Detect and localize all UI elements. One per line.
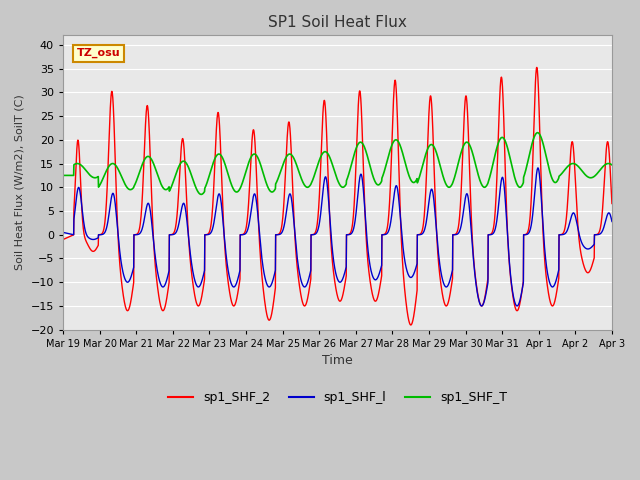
sp1_SHF_2	[403, 305, 411, 311]
sp1_SHF_2	[407, 322, 415, 328]
Legend: sp1_SHF_2, sp1_SHF_l, sp1_SHF_T: sp1_SHF_2, sp1_SHF_l, sp1_SHF_T	[163, 386, 512, 409]
sp1_SHF_2	[420, 218, 428, 224]
sp1_SHF_T	[341, 183, 349, 189]
Title: SP1 Soil Heat Flux: SP1 Soil Heat Flux	[268, 15, 407, 30]
sp1_SHF_l	[340, 271, 348, 276]
sp1_SHF_l	[524, 231, 532, 237]
sp1_SHF_T	[524, 159, 532, 165]
sp1_SHF_2	[92, 247, 99, 253]
sp1_SHF_2	[60, 237, 67, 242]
sp1_SHF_T	[608, 162, 616, 168]
Line: sp1_SHF_2: sp1_SHF_2	[63, 68, 612, 325]
sp1_SHF_l	[589, 242, 597, 248]
Line: sp1_SHF_T: sp1_SHF_T	[63, 132, 612, 194]
sp1_SHF_2	[524, 229, 532, 235]
sp1_SHF_T	[420, 158, 428, 164]
sp1_SHF_l	[60, 229, 67, 235]
Line: sp1_SHF_l: sp1_SHF_l	[63, 168, 612, 306]
sp1_SHF_T	[589, 174, 597, 180]
sp1_SHF_l	[420, 229, 428, 235]
sp1_SHF_T	[60, 172, 67, 178]
sp1_SHF_2	[533, 65, 541, 71]
sp1_SHF_T	[534, 130, 541, 135]
X-axis label: Time: Time	[322, 354, 353, 367]
sp1_SHF_l	[477, 303, 485, 309]
sp1_SHF_l	[403, 267, 411, 273]
sp1_SHF_T	[403, 167, 411, 172]
sp1_SHF_2	[608, 201, 616, 206]
sp1_SHF_l	[608, 218, 616, 224]
Y-axis label: Soil Heat Flux (W/m2), SoilT (C): Soil Heat Flux (W/m2), SoilT (C)	[15, 95, 25, 270]
sp1_SHF_2	[340, 284, 348, 289]
sp1_SHF_T	[92, 175, 99, 180]
Text: TZ_osu: TZ_osu	[77, 48, 120, 58]
sp1_SHF_l	[92, 236, 99, 242]
sp1_SHF_2	[589, 258, 597, 264]
sp1_SHF_T	[197, 192, 205, 197]
sp1_SHF_l	[534, 165, 541, 171]
